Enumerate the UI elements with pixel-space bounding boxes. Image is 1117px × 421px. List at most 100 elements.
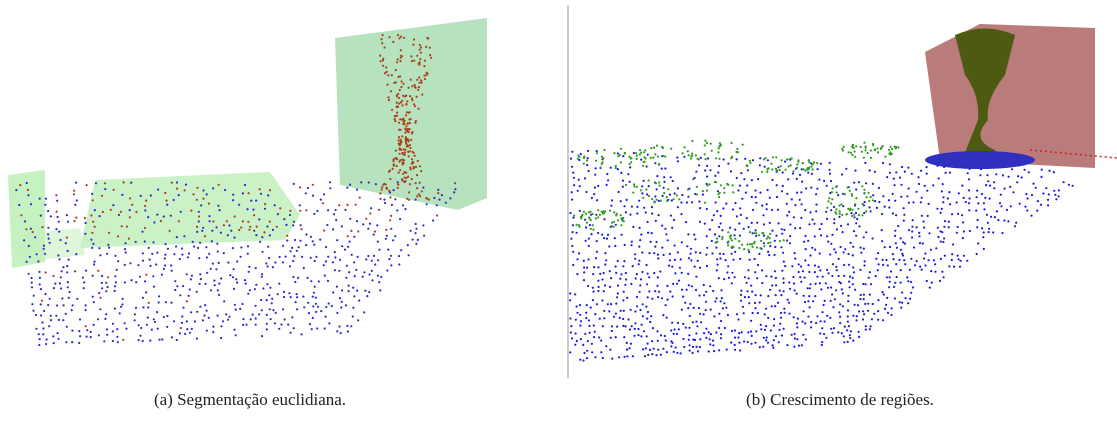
point: [212, 220, 214, 222]
point: [827, 241, 829, 243]
point: [368, 181, 370, 183]
point: [570, 325, 572, 327]
point: [849, 337, 851, 339]
point: [400, 49, 402, 51]
point: [259, 188, 261, 190]
point: [731, 330, 733, 332]
point: [882, 264, 884, 266]
point: [408, 87, 410, 89]
point: [579, 185, 581, 187]
point: [684, 146, 686, 148]
point: [274, 204, 276, 206]
point: [577, 158, 579, 160]
point: [776, 184, 778, 186]
point: [252, 209, 254, 211]
point: [196, 231, 198, 233]
point: [33, 295, 35, 297]
point: [385, 66, 387, 68]
point: [56, 200, 58, 202]
point: [849, 190, 851, 192]
point: [623, 220, 625, 222]
point: [213, 280, 215, 282]
point: [906, 276, 908, 278]
point: [25, 228, 27, 230]
point: [889, 151, 891, 153]
point: [186, 328, 188, 330]
point: [742, 306, 744, 308]
point: [983, 231, 985, 233]
point: [580, 338, 582, 340]
point: [791, 265, 793, 267]
point: [382, 65, 384, 67]
point: [248, 271, 250, 273]
point: [642, 348, 644, 350]
point: [65, 341, 67, 343]
point: [853, 216, 855, 218]
point: [592, 273, 594, 275]
point: [835, 208, 837, 210]
point: [830, 202, 832, 204]
point: [356, 220, 358, 222]
point: [746, 290, 748, 292]
point: [657, 340, 659, 342]
point: [1054, 194, 1056, 196]
point: [715, 201, 717, 203]
point: [386, 71, 388, 73]
point: [629, 328, 631, 330]
point: [847, 300, 849, 302]
point: [593, 324, 595, 326]
point: [633, 335, 635, 337]
point: [315, 303, 317, 305]
point: [801, 203, 803, 205]
point: [58, 338, 60, 340]
point: [835, 213, 837, 215]
point: [744, 296, 746, 298]
point: [419, 82, 421, 84]
point: [875, 275, 877, 277]
point: [425, 197, 427, 199]
point: [412, 239, 414, 241]
point: [398, 103, 400, 105]
point: [681, 289, 683, 291]
point: [698, 307, 700, 309]
point: [677, 187, 679, 189]
point: [594, 187, 596, 189]
point: [380, 38, 382, 40]
point: [730, 237, 732, 239]
point: [716, 258, 718, 260]
point: [751, 243, 753, 245]
point: [730, 157, 732, 159]
point: [301, 333, 303, 335]
point: [602, 157, 604, 159]
point: [267, 194, 269, 196]
point: [374, 230, 376, 232]
point: [710, 333, 712, 335]
point: [895, 214, 897, 216]
point: [957, 213, 959, 215]
point: [686, 201, 688, 203]
point: [751, 246, 753, 248]
point: [397, 58, 399, 60]
point: [754, 342, 756, 344]
point: [863, 264, 865, 266]
point: [997, 219, 999, 221]
point: [869, 328, 871, 330]
point: [581, 214, 583, 216]
point: [794, 258, 796, 260]
point: [751, 222, 753, 224]
point: [636, 296, 638, 298]
point: [654, 153, 656, 155]
point: [385, 238, 387, 240]
point: [804, 322, 806, 324]
point: [220, 337, 222, 339]
point: [928, 259, 930, 261]
point: [661, 247, 663, 249]
point: [599, 214, 601, 216]
point: [736, 313, 738, 315]
point: [236, 282, 238, 284]
point: [767, 295, 769, 297]
point: [325, 316, 327, 318]
point: [654, 201, 656, 203]
point: [674, 272, 676, 274]
point: [734, 344, 736, 346]
